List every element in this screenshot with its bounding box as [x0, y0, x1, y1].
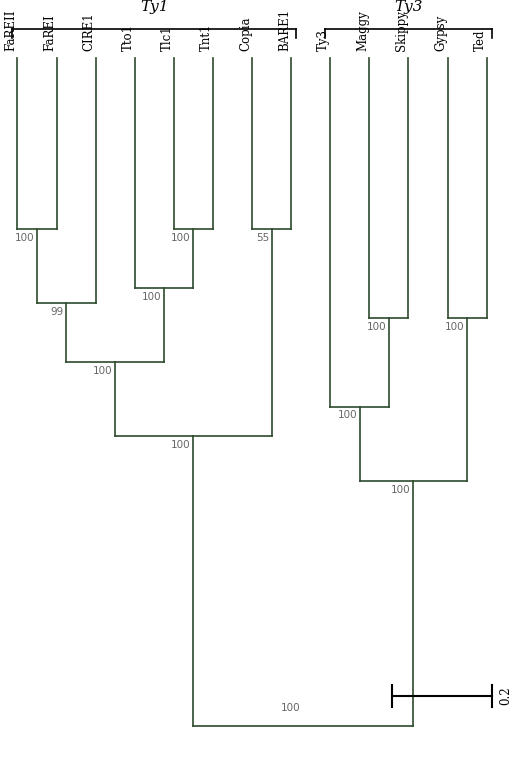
Text: 100: 100: [171, 232, 191, 242]
Text: 100: 100: [142, 292, 161, 302]
Text: 100: 100: [445, 322, 465, 332]
Text: Tnt1: Tnt1: [200, 24, 213, 51]
Text: 100: 100: [171, 440, 191, 450]
Text: Tto1: Tto1: [122, 24, 135, 51]
Text: Tlc1: Tlc1: [161, 25, 174, 51]
Text: Ty3: Ty3: [394, 0, 423, 14]
Text: Skippy: Skippy: [395, 10, 409, 51]
Text: FaREII: FaREII: [5, 9, 17, 51]
Text: Ty1: Ty1: [140, 0, 169, 14]
Text: 0.2: 0.2: [499, 687, 512, 705]
Text: Maggy: Maggy: [356, 10, 370, 51]
Text: BARE1: BARE1: [278, 9, 291, 51]
Text: CIRE1: CIRE1: [83, 12, 96, 51]
Text: 100: 100: [15, 232, 34, 242]
Text: Ty3: Ty3: [317, 29, 330, 51]
Text: Gypsy: Gypsy: [434, 15, 448, 51]
Text: 55: 55: [256, 232, 269, 242]
Text: 100: 100: [337, 410, 357, 420]
Text: 100: 100: [367, 322, 387, 332]
Text: Ted: Ted: [473, 30, 487, 51]
Text: FaREI: FaREI: [44, 15, 57, 51]
Text: 99: 99: [50, 306, 64, 317]
Text: 100: 100: [93, 366, 113, 376]
Text: 100: 100: [391, 484, 411, 494]
Text: 100: 100: [281, 704, 301, 714]
Text: Copia: Copia: [239, 16, 252, 51]
